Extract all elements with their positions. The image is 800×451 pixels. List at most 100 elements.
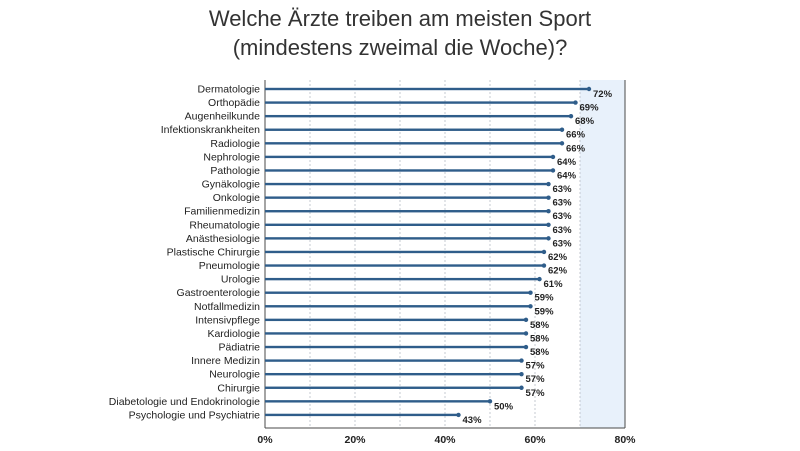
bar-endpoint	[523, 331, 529, 336]
bar	[265, 372, 522, 376]
bar-endpoint	[546, 195, 551, 200]
value-label: 62%	[548, 252, 568, 263]
bar	[265, 223, 549, 226]
value-label: 64%	[557, 157, 577, 168]
value-label: 57%	[526, 361, 546, 372]
gridlines	[264, 80, 626, 429]
bar	[265, 305, 531, 308]
bar	[265, 250, 544, 254]
bar	[265, 345, 526, 349]
bar-endpoint	[546, 236, 551, 241]
bar	[265, 196, 549, 199]
value-label: 66%	[566, 130, 586, 141]
value-label: 50%	[494, 401, 514, 412]
value-label: 43%	[463, 415, 483, 426]
category-label: Notfallmedizin	[194, 301, 260, 313]
x-tick-label: 40%	[434, 434, 456, 446]
value-label: 57%	[526, 374, 546, 385]
bar	[265, 277, 540, 281]
value-label: 58%	[530, 333, 550, 344]
bar-endpoint	[487, 399, 493, 404]
category-label: Augenheilkunde	[185, 111, 260, 123]
value-label: 63%	[553, 238, 573, 249]
bar-endpoint	[528, 304, 533, 309]
bar-endpoint	[528, 290, 533, 295]
bar-endpoint	[537, 276, 542, 282]
category-label: Rheumatologie	[189, 219, 260, 231]
bar	[265, 128, 562, 131]
bar-endpoint	[546, 222, 551, 227]
bar-endpoint	[546, 181, 551, 187]
value-label: 58%	[530, 347, 550, 358]
value-label: 69%	[580, 103, 600, 114]
chart-title: Welche Ärzte treiben am meisten Sport (m…	[0, 4, 800, 62]
category-label: Familienmedizin	[184, 206, 260, 218]
category-label: Chirurgie	[217, 382, 260, 394]
bar-endpoint	[541, 263, 547, 268]
category-label: Pneumologie	[199, 260, 260, 272]
bar	[265, 400, 490, 403]
bar	[265, 142, 562, 145]
bar-endpoint	[523, 317, 529, 323]
category-label: Infektionskrankheiten	[161, 124, 260, 136]
bar	[265, 169, 553, 172]
bar-endpoint	[519, 358, 524, 363]
x-tick-label: 80%	[614, 434, 636, 446]
category-label: Pädiatrie	[219, 342, 261, 354]
value-label: 62%	[548, 266, 568, 277]
category-label: Onkologie	[213, 192, 260, 204]
category-label: Diabetologie und Endokrinologie	[109, 396, 260, 408]
bar-endpoint	[550, 154, 556, 160]
value-label: 58%	[530, 320, 550, 331]
bar-endpoint	[546, 209, 551, 214]
bar	[265, 114, 571, 118]
category-label: Gastroenterologie	[177, 287, 261, 299]
bar-endpoint	[519, 371, 524, 377]
value-label: 63%	[553, 184, 573, 195]
category-label: Anästhesiologie	[186, 233, 260, 245]
category-label: Innere Medizin	[191, 355, 260, 367]
category-label: Plastische Chirurgie	[167, 246, 261, 258]
value-labels: 72% 69% 68% 66% 66% 64% 64% 63% 63% 63% 63% 63% 62% 6…	[463, 89, 613, 426]
value-label: 68%	[575, 116, 595, 127]
value-label: 61%	[544, 279, 564, 290]
bar	[265, 210, 549, 213]
category-label: Psychologie und Psychiatrie	[129, 409, 260, 421]
x-tick-label: 0%	[257, 434, 273, 446]
bar	[265, 359, 522, 362]
x-tick-label: 20%	[344, 434, 366, 446]
chart-title-line-2: (mindestens zweimal die Woche)?	[232, 35, 568, 60]
category-label: Radiologie	[210, 138, 260, 150]
category-label: Neurologie	[209, 369, 260, 381]
bar	[265, 386, 522, 389]
bar-endpoint	[523, 344, 529, 350]
category-label: Nephrologie	[203, 151, 260, 163]
bars	[265, 86, 592, 418]
bar-endpoint	[550, 168, 556, 173]
bar	[265, 237, 549, 240]
x-tick-label: 60%	[524, 434, 546, 446]
category-label: Pathologie	[210, 165, 260, 177]
bar-endpoint	[573, 100, 578, 105]
value-label: 64%	[557, 170, 577, 181]
category-label: Kardiologie	[207, 328, 260, 340]
highlight-band	[580, 80, 625, 428]
value-label: 59%	[535, 293, 555, 304]
bar-endpoint	[568, 113, 574, 119]
bar	[265, 264, 544, 267]
chart-title-line-1: Welche Ärzte treiben am meisten Sport	[208, 6, 592, 31]
value-label: 57%	[526, 388, 546, 399]
bar-endpoint	[559, 141, 565, 146]
category-label: Urologie	[221, 274, 260, 286]
bar-endpoint	[559, 127, 565, 132]
plot-background	[580, 80, 625, 428]
value-label: 63%	[553, 198, 573, 209]
bar-endpoint	[586, 86, 592, 92]
value-label: 63%	[553, 225, 573, 236]
category-label: Gynäkologie	[202, 179, 261, 191]
bar	[265, 291, 531, 294]
bar	[265, 332, 526, 335]
value-label: 66%	[566, 143, 586, 154]
